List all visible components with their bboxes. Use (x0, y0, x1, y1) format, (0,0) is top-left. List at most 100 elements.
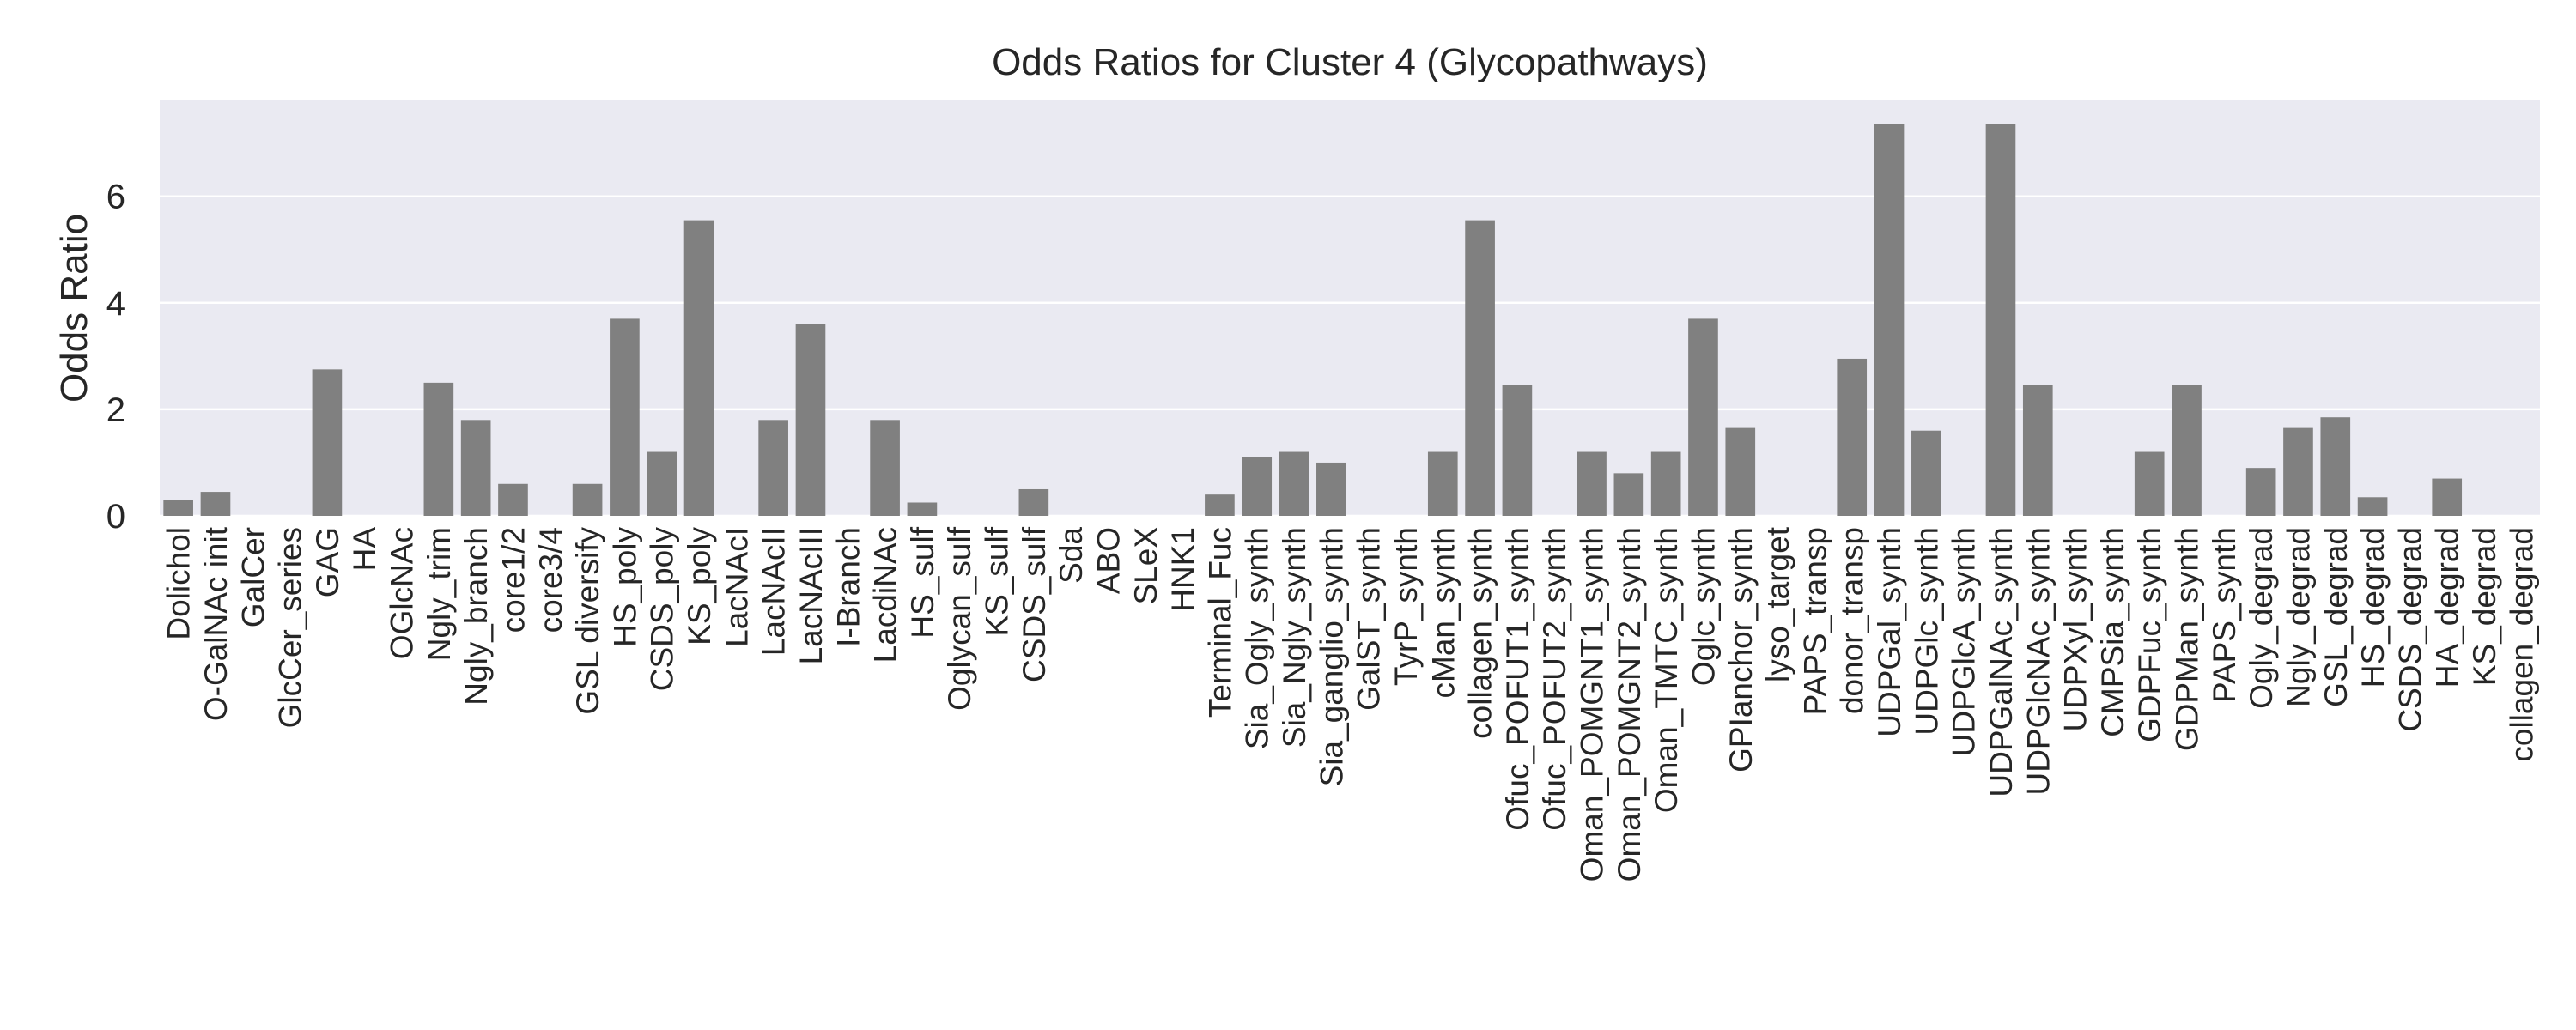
x-tick-label: GlcCer_series (273, 527, 308, 728)
bars (163, 124, 2463, 516)
bar (1205, 494, 1235, 516)
bar (1242, 457, 1273, 516)
bar (2283, 427, 2313, 516)
x-tick-label: CMPSia_synth (2095, 527, 2130, 737)
bar (423, 382, 454, 516)
bar (1650, 451, 1681, 516)
x-tick-label: UDPGlc_synth (1909, 527, 1944, 736)
bar (1688, 318, 1718, 516)
x-tick-label: TyrP_synth (1388, 527, 1424, 686)
bar (1725, 427, 1756, 516)
x-tick-label: PAPS_synth (2207, 527, 2242, 703)
bar (1874, 124, 1905, 516)
x-tick-label: Terminal_Fuc (1202, 527, 1237, 718)
x-tick-label: LacNAcIII (793, 527, 829, 664)
bar (683, 220, 714, 516)
bar (2134, 451, 2165, 516)
x-tick-label: Sia_ganglio_synth (1314, 527, 1349, 786)
x-tick-label: LacdiNAc (868, 527, 903, 663)
bar (163, 500, 193, 516)
bar (2432, 478, 2463, 516)
x-tick-label: Ngly_degrad (2281, 527, 2316, 707)
x-tick-label: CSDS_sulf (1017, 526, 1052, 682)
x-tick-label: Sda (1054, 527, 1089, 584)
x-tick-label: UDPXyl_synth (2058, 527, 2093, 732)
x-tick-label: Oman_POMGNT1_synth (1575, 527, 1610, 882)
x-tick-label: GalST_synth (1352, 527, 1387, 711)
x-tick-label: KS_degrad (2467, 527, 2502, 686)
x-tick-label: PAPS_transp (1797, 527, 1832, 715)
x-axis-ticks: Dolichol O-GalNAc init GalCer GlcCer_series… (161, 526, 2540, 882)
bar (907, 502, 938, 516)
bar (870, 420, 900, 516)
x-tick-label: HS_sulf (905, 526, 940, 638)
bar (758, 420, 788, 516)
bar (1613, 473, 1644, 516)
x-tick-label: HS_degrad (2355, 527, 2391, 688)
bar (312, 369, 343, 516)
x-tick-label: LacNAcII (756, 527, 792, 656)
bar (1837, 358, 1868, 516)
x-tick-label: GDPMan_synth (2170, 527, 2205, 751)
y-tick-label: 2 (106, 391, 125, 429)
x-tick-label: Oman_TMTC_synth (1649, 527, 1684, 813)
x-tick-label: GDPFuc_synth (2132, 527, 2167, 742)
x-tick-label: Ofuc_POFUT1_synth (1500, 527, 1535, 831)
y-axis-label: Odds Ratio (53, 214, 95, 403)
bar (1577, 451, 1607, 516)
x-tick-label: CSDS_degrad (2392, 527, 2427, 732)
bar (1985, 124, 2016, 516)
y-axis-ticks: 0 2 4 6 (106, 179, 125, 536)
y-tick-label: 4 (106, 285, 125, 323)
x-tick-label: UDPGalNAc_synth (1984, 527, 2019, 797)
x-tick-label: GPIanchor_synth (1723, 527, 1759, 772)
x-tick-label: SLeX (1128, 527, 1163, 605)
x-tick-label: OGlcNAc (385, 527, 420, 659)
bar (795, 324, 826, 516)
bar (1427, 451, 1458, 516)
x-tick-label: donor_transp (1835, 527, 1870, 714)
bar (1279, 451, 1309, 516)
x-tick-label: core1/2 (495, 527, 531, 633)
x-tick-label: KS_sulf (980, 526, 1015, 636)
bar (2022, 385, 2053, 516)
x-tick-label: O-GalNAc init (198, 526, 234, 721)
x-tick-label: Ngly_trim (422, 527, 457, 661)
bar (2245, 468, 2276, 516)
x-tick-label: GAG (310, 527, 345, 597)
x-tick-label: CSDS_poly (645, 527, 680, 692)
x-tick-label: Ngly_branch (459, 527, 494, 706)
x-tick-label: Sia_Ogly_synth (1240, 527, 1275, 749)
x-tick-label: collagen_degrad (2504, 527, 2539, 762)
bar (460, 420, 491, 516)
x-tick-label: collagen_synth (1463, 527, 1498, 739)
bar (1316, 462, 1346, 516)
bar (1465, 220, 1495, 516)
y-tick-label: 6 (106, 179, 125, 216)
x-tick-label: KS_poly (682, 527, 717, 645)
bar (572, 483, 603, 516)
chart-title: Odds Ratios for Cluster 4 (Glycopathways… (992, 41, 1708, 83)
x-tick-label: HA (347, 527, 382, 572)
x-tick-label: ABO (1091, 527, 1126, 594)
bar (647, 451, 677, 516)
bar (610, 318, 640, 516)
x-tick-label: GalCer (235, 527, 270, 627)
x-tick-label: Ofuc_POFUT2_synth (1537, 527, 1572, 831)
x-tick-label: core3/4 (533, 527, 568, 633)
bar (1911, 430, 1941, 516)
x-tick-label: LacNAcI (719, 527, 754, 647)
x-tick-label: HA_degrad (2430, 527, 2465, 688)
x-tick-label: UDPGal_synth (1872, 527, 1907, 737)
x-tick-label: Oman_POMGNT2_synth (1612, 527, 1647, 882)
x-tick-label: Oglycan_sulf (942, 526, 977, 711)
x-tick-label: UDPGlcNAc_synth (2020, 527, 2056, 796)
x-tick-label: GSL diversify (570, 527, 605, 715)
plot-area (160, 100, 2540, 516)
bar (498, 483, 528, 516)
bar (2357, 497, 2388, 516)
x-tick-label: UDPGlcA_synth (1947, 527, 1982, 756)
bar (1502, 385, 1533, 516)
x-tick-label: cMan_synth (1425, 527, 1461, 699)
